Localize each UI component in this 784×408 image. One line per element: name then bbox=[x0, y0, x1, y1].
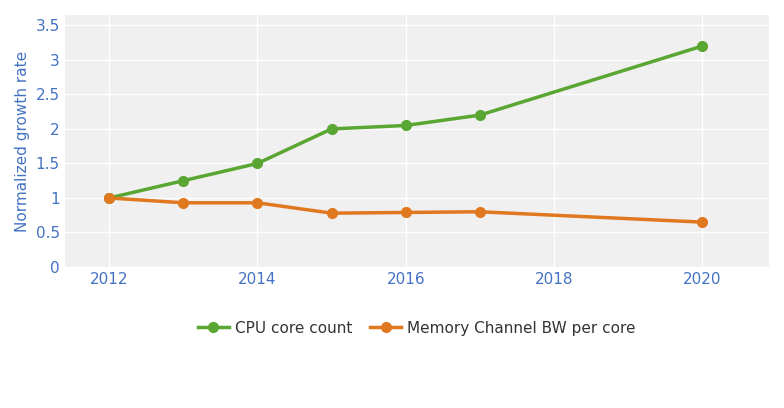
CPU core count bbox=[104, 195, 114, 200]
Memory Channel BW per core bbox=[104, 195, 114, 200]
Y-axis label: Normalized growth rate: Normalized growth rate bbox=[15, 51, 30, 232]
Line: CPU core count: CPU core count bbox=[104, 41, 707, 203]
Line: Memory Channel BW per core: Memory Channel BW per core bbox=[104, 193, 707, 227]
Memory Channel BW per core bbox=[179, 200, 188, 205]
CPU core count bbox=[475, 113, 485, 118]
Memory Channel BW per core bbox=[252, 200, 262, 205]
CPU core count bbox=[327, 126, 336, 131]
Memory Channel BW per core bbox=[475, 209, 485, 214]
CPU core count bbox=[179, 178, 188, 183]
CPU core count bbox=[252, 161, 262, 166]
Memory Channel BW per core bbox=[327, 211, 336, 215]
Legend: CPU core count, Memory Channel BW per core: CPU core count, Memory Channel BW per co… bbox=[192, 315, 642, 342]
CPU core count bbox=[401, 123, 410, 128]
Memory Channel BW per core bbox=[401, 210, 410, 215]
Memory Channel BW per core bbox=[698, 220, 707, 224]
CPU core count bbox=[698, 44, 707, 49]
